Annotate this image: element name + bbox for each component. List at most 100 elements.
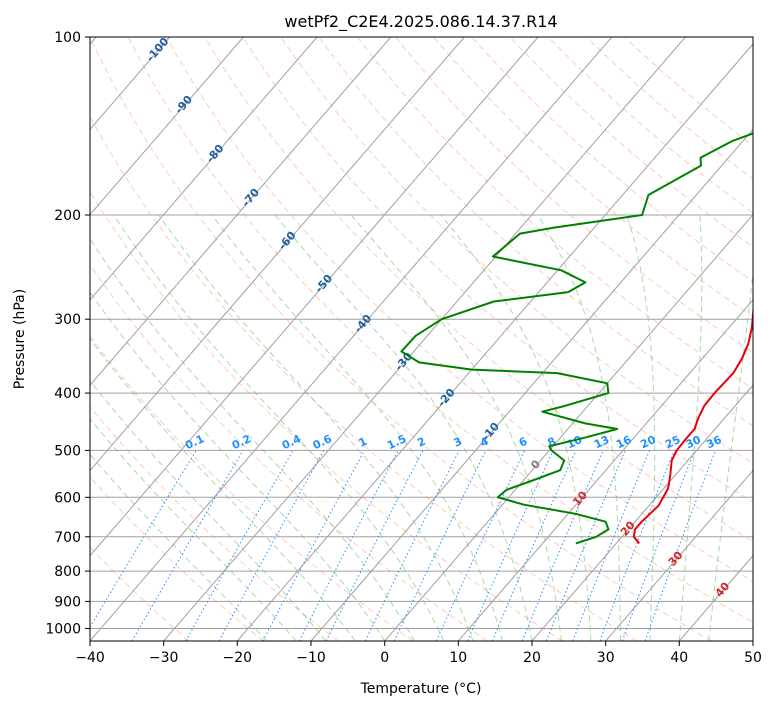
moist-adiabat-line: [90, 338, 356, 641]
dry-adiabat-line: [547, 37, 753, 214]
dry-adiabat-line: [127, 37, 753, 623]
mixing-ratio-line: [644, 450, 716, 641]
mixing-ratio-line: [572, 450, 651, 641]
mixing-ratio-label: 0.4: [280, 432, 303, 452]
x-tick-label: −20: [223, 650, 253, 666]
mixing-ratio-label: 1.5: [385, 432, 408, 452]
mixing-ratio-line: [467, 450, 554, 641]
moist-adiabat-line: [274, 214, 533, 641]
x-tick-label: 40: [670, 650, 688, 666]
y-tick-label: 800: [54, 564, 81, 580]
dry-adiabat-line: [165, 37, 753, 582]
moist-adiabat-line: [678, 214, 703, 641]
moist-adiabat-line: [90, 453, 268, 641]
chart-title: wetPf2_C2E4.2025.086.14.37.R14: [284, 12, 557, 32]
mixing-ratio-label: 1: [357, 435, 369, 450]
mixing-ratio-line: [218, 450, 325, 641]
mixing-ratio-line: [262, 450, 365, 641]
dry-adiabat-line: [90, 115, 638, 641]
y-axis-title: Pressure (hPa): [12, 289, 28, 389]
temperature-profile-line: [632, 307, 753, 545]
mixing-ratio-label: 0.1: [183, 432, 206, 452]
dewpoint-profile-line: [400, 132, 753, 545]
dry-adiabat-line: [395, 37, 753, 354]
y-tick-label: 900: [54, 594, 81, 610]
dry-adiabat-line: [242, 37, 753, 503]
mixing-ratio-line: [599, 450, 675, 641]
mixing-ratio-label: 25: [663, 433, 682, 451]
isotherm-line: [90, 37, 539, 557]
y-tick-label: 600: [54, 490, 81, 506]
y-tick-label: 300: [54, 312, 81, 328]
mixing-ratio-label: 3: [452, 435, 464, 450]
x-axis: −40 −30 −20 −10 0 10 20 30 40 50: [75, 641, 762, 666]
y-tick-label: 400: [54, 386, 81, 402]
moist-adiabat-line: [113, 214, 445, 641]
mixing-ratio-line: [393, 450, 487, 641]
dry-adiabat-line: [433, 37, 753, 318]
dry-adiabat-line: [509, 37, 753, 248]
isotherm-line: [605, 469, 753, 641]
mixing-ratio-label: 13: [592, 433, 611, 451]
x-tick-label: −30: [149, 650, 179, 666]
moist-adiabat-line: [90, 291, 386, 641]
dry-adiabat-line: [356, 37, 753, 390]
isotherm-line: [310, 128, 753, 641]
x-tick-label: −10: [296, 650, 326, 666]
isotherm-line: [90, 37, 244, 216]
mixing-ratio-line: [545, 450, 626, 641]
dry-adiabat-line: [624, 37, 753, 147]
background-reference-lines: [90, 37, 753, 641]
dry-adiabat-line: [90, 263, 488, 641]
isotherm-line: [236, 43, 753, 641]
y-tick-label: 100: [54, 30, 81, 46]
isotherm-line: [90, 37, 392, 386]
mixing-ratio-label: 0.6: [311, 432, 334, 452]
x-tick-label: 10: [449, 650, 467, 666]
x-tick-label: −40: [75, 650, 105, 666]
dry-adiabat-line: [204, 37, 753, 542]
mixing-ratio-line: [621, 450, 696, 641]
mixing-ratio-label: 20: [638, 433, 658, 451]
dry-adiabat-line: [90, 546, 190, 641]
plot-frame: [89, 36, 754, 642]
x-tick-label: 50: [744, 650, 762, 666]
x-tick-label: 30: [597, 650, 615, 666]
mixing-ratio-line: [325, 450, 424, 641]
mixing-ratio-label: 10: [565, 433, 585, 451]
moist-adiabat-line: [211, 214, 503, 641]
mixing-ratio-line: [131, 450, 244, 641]
x-axis-title: Temperature (°C): [360, 681, 482, 697]
dry-adiabat-line: [471, 37, 753, 283]
moist-adiabat-line: [350, 214, 562, 641]
y-tick-label: 700: [54, 530, 81, 546]
moist-adiabat-line: [537, 214, 621, 641]
mixing-ratio-label: 0.2: [230, 432, 253, 452]
isotherm-line: [531, 384, 753, 641]
isotherm-line: [90, 37, 318, 301]
mixing-ratio-label: 30: [684, 433, 704, 451]
isotherm-line: [384, 213, 753, 641]
isotherm-line: [90, 37, 465, 472]
dry-adiabat-line: [90, 405, 339, 641]
moist-adiabat-line: [90, 237, 415, 641]
x-tick-label: 20: [523, 650, 541, 666]
mixing-ratio-line: [185, 450, 294, 641]
moist-adiabat-line: [158, 214, 474, 641]
moist-adiabat-line: [90, 379, 327, 641]
y-axis: 100 200 300 400 500 600 700 800 900 1000: [45, 30, 90, 638]
x-tick-label: 0: [380, 650, 389, 666]
mixing-ratio-label: 36: [704, 433, 724, 451]
y-tick-label: 1000: [45, 622, 81, 638]
mixing-ratio-line: [491, 450, 577, 641]
dry-adiabat-line: [90, 476, 264, 641]
y-tick-label: 500: [54, 443, 81, 459]
y-tick-label: 200: [54, 208, 81, 224]
moist-adiabat-line: [90, 418, 297, 641]
profile-lines: [400, 132, 753, 545]
isotherm-line: [457, 299, 753, 641]
mixing-ratio-line: [364, 450, 460, 641]
moist-adiabat-line: [626, 214, 656, 641]
mixing-ratio-label: 16: [614, 433, 634, 451]
